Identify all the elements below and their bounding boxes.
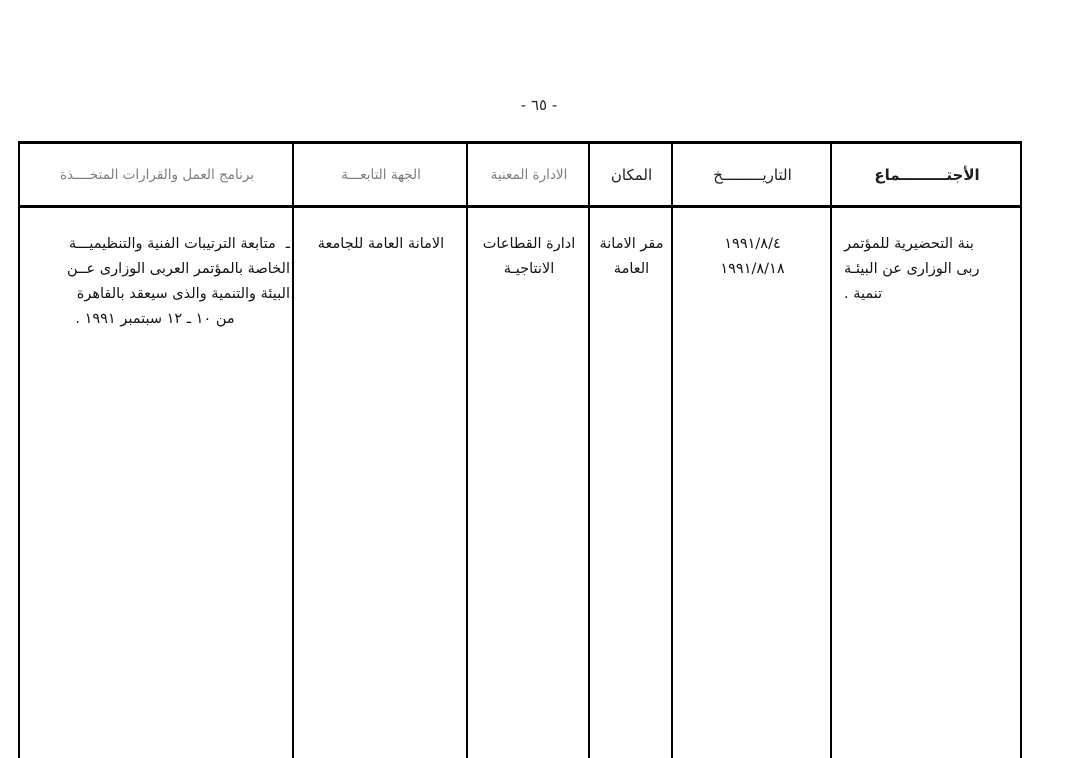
page-number: - ٦٥ -	[520, 96, 558, 114]
cell-entity-line-1: الامانة العامة للجامعة	[317, 236, 445, 252]
column-divider-place-department	[588, 144, 590, 758]
column-divider-department-entity	[466, 144, 468, 758]
cell-program: ـ متابعة الترتيبات الفنية والتنظيميـــة …	[20, 208, 294, 332]
column-divider-right-frame	[1020, 144, 1022, 758]
column-header-place: المكان	[610, 165, 653, 184]
table-header-rule	[18, 205, 1022, 208]
cell-place-line-2: العامة	[613, 261, 650, 277]
cell-entity: الامانة العامة للجامعة	[294, 208, 468, 257]
cell-program-line-3: البيئة والتنمية والذى سيعقد بالقاهرة	[76, 286, 290, 302]
column-header-entity: الجهة التابعـــة	[341, 166, 421, 183]
table-header-row: الأجتـــــــــماع التاريـــــــــخ المكا…	[18, 144, 1022, 205]
column-divider-date-place	[671, 144, 673, 758]
column-header-meeting: الأجتـــــــــماع	[874, 165, 980, 184]
cell-meeting-line-3: تنمية .	[844, 286, 883, 302]
list-bullet-mark: ـ	[285, 236, 290, 252]
cell-date-start: ١٩٩١/٨/٤	[724, 236, 781, 252]
table-top-rule	[18, 141, 1022, 144]
cell-place: مقر الامانة العامة	[590, 208, 673, 282]
cell-meeting-line-1: بنة التحضيرية للمؤتمر	[844, 236, 974, 252]
cell-place-line-1: مقر الامانة	[599, 236, 664, 252]
records-table: الأجتـــــــــماع التاريـــــــــخ المكا…	[18, 141, 1022, 758]
cell-meeting-line-2: ربى الوزارى عن البيئـة	[844, 261, 980, 277]
column-header-date: التاريـــــــــخ	[713, 165, 792, 184]
cell-program-line-1: ـ متابعة الترتيبات الفنية والتنظيميـــة	[20, 232, 290, 257]
cell-program-line-1-text: متابعة الترتيبات الفنية والتنظيميـــة	[68, 236, 276, 252]
column-divider-meeting-date	[830, 144, 832, 758]
cell-program-line-2: الخاصة بالمؤتمر العربى الوزارى عــن	[67, 261, 290, 277]
column-divider-entity-program	[292, 144, 294, 758]
cell-program-line-4: من ١٠ ـ ١٢ سبتمبر ١٩٩١ .	[75, 311, 235, 327]
table-row: بنة التحضيرية للمؤتمر ربى الوزارى عن الب…	[18, 208, 1022, 758]
cell-department-line-1: ادارة القطاعات	[482, 236, 576, 252]
cell-date-end: ١٩٩١/٨/١٨	[720, 261, 785, 277]
cell-department: ادارة القطاعات الانتاجيـة	[468, 208, 590, 282]
column-header-program: برنامج العمل والقرارات المتخــــذة	[59, 166, 255, 183]
column-divider-left-frame	[18, 144, 20, 758]
cell-date: ١٩٩١/٨/٤ ١٩٩١/٨/١٨	[673, 208, 832, 282]
cell-department-line-2: الانتاجيـة	[503, 261, 555, 277]
cell-meeting: بنة التحضيرية للمؤتمر ربى الوزارى عن الب…	[836, 208, 1022, 307]
column-header-department: الادارة المعنية	[490, 166, 568, 183]
